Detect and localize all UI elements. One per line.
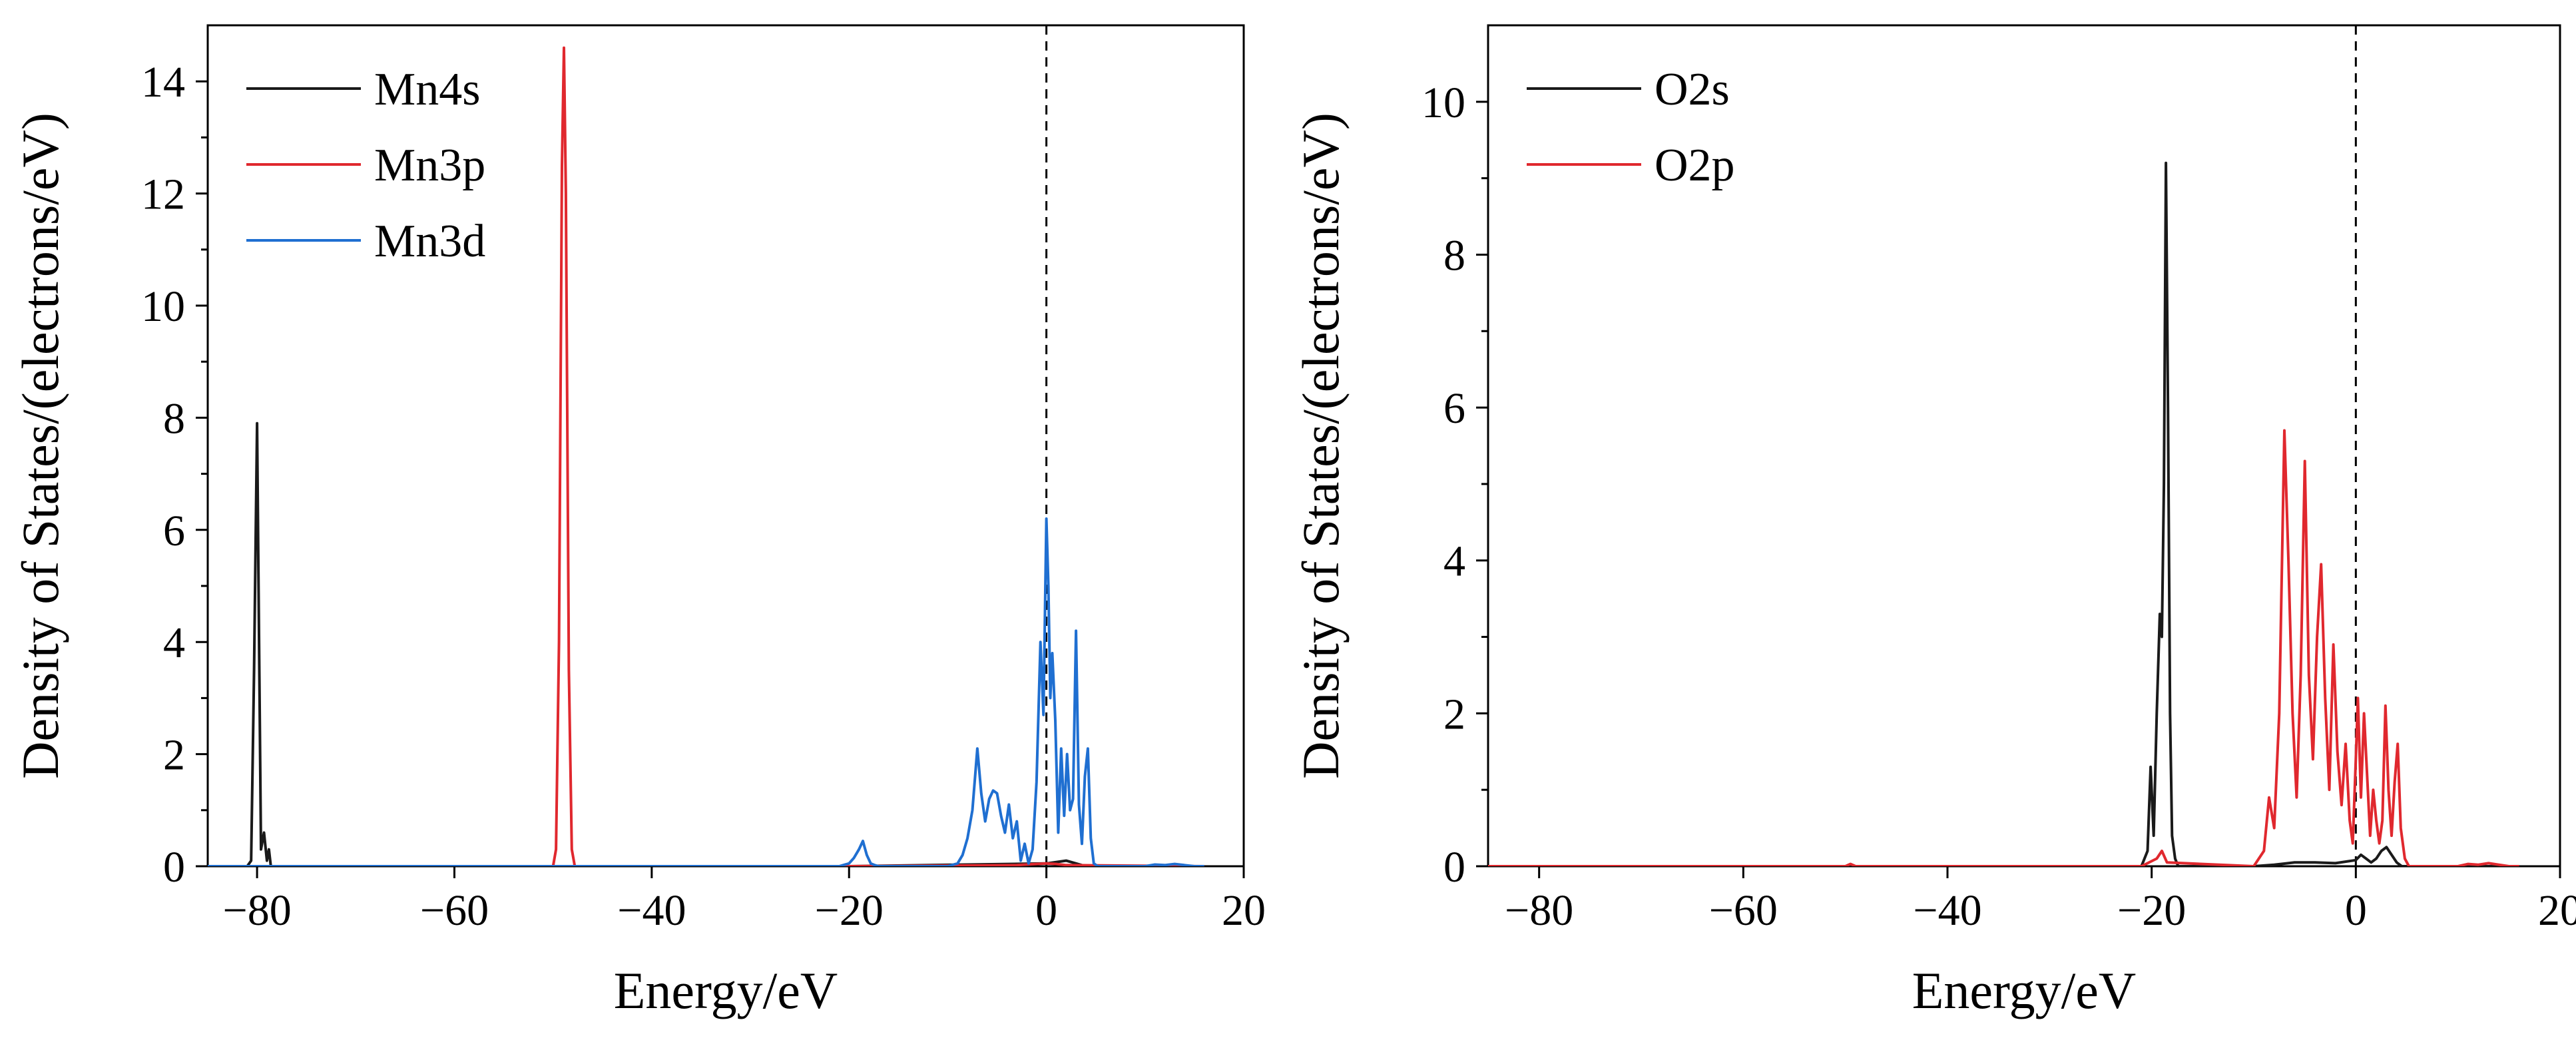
x-axis-label: Energy/eV <box>614 961 838 1019</box>
legend-label-o2p: O2p <box>1655 140 1735 191</box>
y-tick-label: 8 <box>163 394 185 443</box>
x-tick-label: −20 <box>815 886 884 935</box>
y-tick-label: 8 <box>1443 231 1465 280</box>
x-tick-label: −80 <box>1505 886 1573 935</box>
x-tick-label: −20 <box>2117 886 2186 935</box>
series-line-o2s <box>1488 161 2519 866</box>
x-tick-label: −40 <box>617 886 686 935</box>
series-line-mn3p <box>208 46 1204 866</box>
y-tick-label: 12 <box>141 170 185 219</box>
y-tick-label: 2 <box>163 731 185 780</box>
y-tick-label: 10 <box>141 282 185 331</box>
y-tick-label: 0 <box>1443 843 1465 892</box>
x-tick-label: 0 <box>2345 886 2367 935</box>
y-tick-label: 10 <box>1421 79 1465 127</box>
y-tick-label: 14 <box>141 58 185 107</box>
x-tick-label: 20 <box>1222 886 1266 935</box>
y-tick-label: 6 <box>1443 384 1465 433</box>
y-tick-label: 4 <box>1443 537 1465 586</box>
legend-label-mn4s: Mn4s <box>374 64 480 115</box>
legend-label-mn3p: Mn3p <box>374 140 485 191</box>
mn-dos-panel: −80 −60 −40 −20 0 20 0 2 4 6 8 10 12 14 Energy/eV Densi… <box>11 24 1266 1019</box>
x-tick-label: −60 <box>1709 886 1778 935</box>
x-axis-label: Energy/eV <box>1912 961 2136 1019</box>
series-line-mn3d <box>208 517 1204 866</box>
x-tick-label: −80 <box>222 886 291 935</box>
x-tick-label: 0 <box>1035 886 1057 935</box>
y-tick-label: 2 <box>1443 690 1465 738</box>
series-line-o2p <box>1488 429 2519 866</box>
x-tick-label: 20 <box>2538 886 2576 935</box>
y-tick-label: 0 <box>163 843 185 892</box>
plot-frame <box>1487 24 2561 868</box>
series-line-mn4s <box>208 421 1204 866</box>
y-tick-label: 6 <box>163 507 185 555</box>
y-axis-label: Density of States/(electrons/eV) <box>11 113 69 779</box>
plot-frame <box>206 24 1245 868</box>
o-dos-panel: −80 −60 −40 −20 0 20 0 2 4 6 8 10 Energy/eV Density o… <box>1292 24 2576 1019</box>
x-tick-label: −60 <box>420 886 489 935</box>
legend-label-mn3d: Mn3d <box>374 216 485 267</box>
y-tick-label: 4 <box>163 619 185 667</box>
x-tick-label: −40 <box>1913 886 1981 935</box>
y-axis-label: Density of States/(electrons/eV) <box>1292 113 1350 779</box>
legend-label-o2s: O2s <box>1655 64 1730 115</box>
